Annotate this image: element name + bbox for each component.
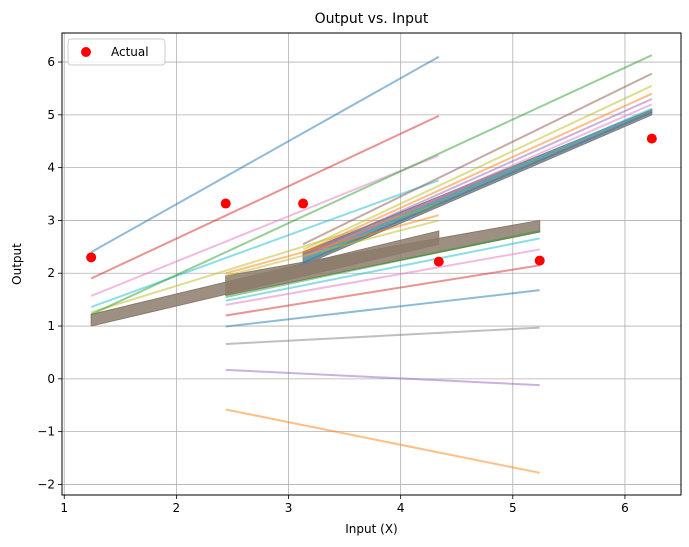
data-layer: [86, 54, 657, 474]
actual-point: [646, 133, 657, 144]
x-tick-label: 1: [60, 501, 68, 515]
y-tick-label: 4: [47, 161, 55, 175]
y-tick-label: 2: [47, 266, 55, 280]
y-tick-label: 5: [47, 108, 55, 122]
y-tick-label: 3: [47, 213, 55, 227]
fit-line: [225, 264, 540, 317]
x-axis-label: Input (X): [345, 522, 397, 536]
fit-line: [90, 114, 440, 280]
fit-line: [302, 107, 653, 261]
y-tick-label: 6: [47, 55, 55, 69]
legend-label: Actual: [111, 45, 149, 59]
y-tick-label: 1: [47, 319, 55, 333]
actual-point: [534, 255, 545, 266]
fit-line: [302, 111, 653, 264]
fit-line: [302, 72, 653, 246]
fit-line: [90, 154, 440, 297]
fit-line: [225, 230, 540, 298]
fit-line: [90, 55, 440, 253]
actual-point: [433, 256, 444, 267]
axes-frame: [61, 32, 682, 496]
ticks: 1 2 3 4 5 6 −2 −1 0 1 2 3 4 5 6: [37, 55, 628, 515]
fit-line: [302, 92, 653, 254]
chart-title: Output vs. Input: [315, 11, 429, 27]
fit-line: [225, 408, 540, 474]
grid: [62, 33, 681, 495]
fit-line: [302, 84, 653, 251]
legend: Actual: [67, 38, 166, 66]
fit-line: [225, 368, 540, 387]
legend-marker: [81, 47, 91, 57]
x-tick-label: 4: [397, 501, 405, 515]
fit-line: [225, 219, 440, 277]
actual-point: [86, 252, 97, 263]
y-tick-label: −1: [37, 425, 55, 439]
legend-box: [67, 38, 166, 66]
fit-line: [90, 179, 440, 308]
fit-line: [90, 54, 653, 316]
y-axis-label: Output: [10, 243, 24, 285]
fit-line: [225, 326, 540, 345]
actual-point: [298, 198, 309, 209]
y-tick-label: 0: [47, 372, 55, 386]
x-tick-label: 6: [621, 501, 629, 515]
fit-line: [225, 248, 540, 306]
x-tick-label: 2: [173, 501, 181, 515]
x-tick-label: 3: [285, 501, 293, 515]
x-tick-label: 5: [509, 501, 517, 515]
fit-line: [225, 289, 540, 328]
actual-point: [220, 198, 231, 209]
fit-line: [225, 237, 540, 302]
y-tick-label: −2: [37, 477, 55, 491]
fit-line: [225, 214, 440, 275]
fit-line: [302, 98, 653, 256]
fit-line: [302, 103, 653, 259]
